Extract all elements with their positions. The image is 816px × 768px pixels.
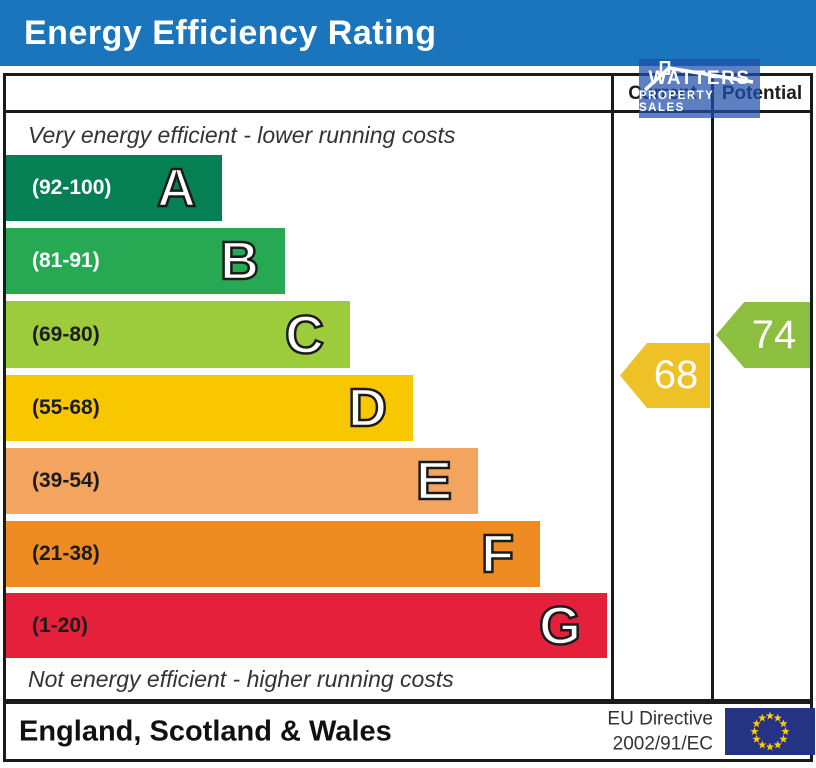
band-row-d: (55-68) D (6, 375, 413, 441)
band-letter: B (219, 231, 261, 291)
bottom-efficiency-note: Not energy efficient - higher running co… (28, 666, 454, 692)
band-letter: E (415, 451, 454, 511)
band-letter: C (284, 304, 326, 365)
watermark-name: WATTERS (648, 68, 751, 89)
watermark-tagline: PROPERTY SALES (639, 90, 715, 114)
footer-bar: England, Scotland & Wales EU Directive 2… (3, 701, 815, 762)
house-roof-icon (643, 61, 754, 91)
eu-directive-line1: EU Directive (607, 707, 713, 729)
current-column-divider (611, 73, 614, 702)
title-banner: Energy Efficiency Rating (0, 0, 816, 66)
band-range-label: (1-20) (32, 613, 89, 637)
band-range-label: (69-80) (32, 322, 100, 346)
potential-column-divider (711, 73, 714, 702)
band-range-label: (21-38) (32, 542, 100, 565)
eu-flag-icon (725, 708, 815, 755)
band-range-label: (39-54) (32, 469, 100, 492)
band-letter: G (538, 595, 583, 656)
band-range-label: (92-100) (32, 176, 112, 199)
current-rating-value: 68 (653, 353, 699, 397)
header-underline (3, 110, 813, 113)
band-row-e: (39-54) E (6, 448, 478, 514)
eu-directive-label: EU Directive 2002/91/EC (561, 706, 713, 757)
eu-directive-line2: 2002/91/EC (612, 733, 713, 755)
potential-rating-value: 74 (751, 312, 797, 357)
band-range-label: (55-68) (32, 396, 100, 419)
band-letter: F (480, 524, 516, 584)
page-title: Energy Efficiency Rating (24, 13, 437, 52)
region-label: England, Scotland & Wales (19, 715, 392, 747)
band-row-f: (21-38) F (6, 521, 540, 587)
band-letter: D (347, 378, 389, 438)
band-row-c: (69-80) C (6, 301, 350, 368)
band-row-a: (92-100) A (6, 155, 222, 221)
band-row-g: (1-20) G (6, 593, 607, 658)
top-efficiency-note: Very energy efficient - lower running co… (28, 122, 456, 148)
band-row-b: (81-91) B (6, 228, 285, 294)
band-range-label: (81-91) (32, 249, 100, 272)
band-letter: A (156, 158, 198, 218)
watters-watermark-logo: WATTERS PROPERTY SALES (639, 59, 760, 118)
